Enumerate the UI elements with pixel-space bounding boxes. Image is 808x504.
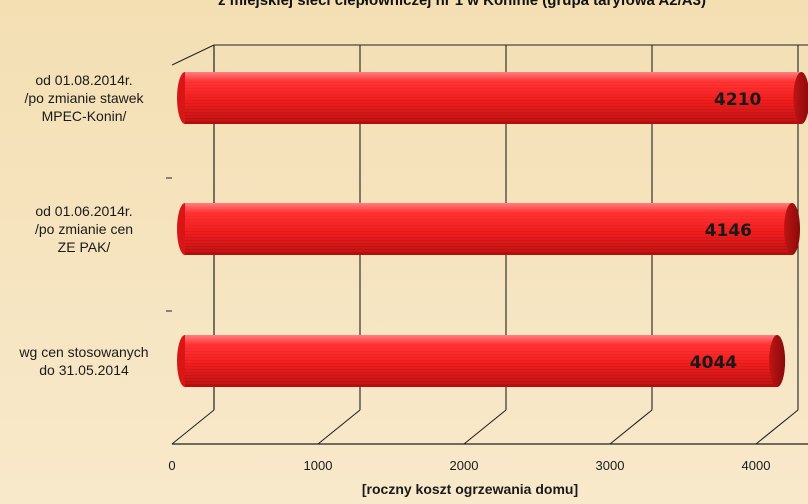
data-label: 4044 xyxy=(690,353,737,373)
bar-end-cap xyxy=(784,203,801,255)
x-tick-label: 3000 xyxy=(596,458,625,473)
gridline-depth xyxy=(463,409,507,445)
gridline-depth xyxy=(755,409,799,445)
bar: 4210 xyxy=(177,72,808,124)
chart-title: z miejskiej sieci ciepłowniczej nr 1 w K… xyxy=(218,0,706,9)
x-tick-label: 0 xyxy=(168,458,175,473)
category-label: wg cen stosowanych do 31.05.2014 xyxy=(18,344,148,378)
gridline-depth xyxy=(317,409,361,445)
x-tick-labels: 0 1000 2000 3000 4000 xyxy=(168,458,770,473)
data-label: 4210 xyxy=(714,90,761,110)
bars: 4210 4146 4044 xyxy=(177,72,808,387)
category-label: od 01.08.2014r./po zmianie stawek MPEC-Ko… xyxy=(24,72,144,124)
bar-end-cap xyxy=(769,335,786,387)
category-labels: od 01.08.2014r./po zmianie stawek MPEC-Ko… xyxy=(18,72,148,378)
bar-body xyxy=(185,72,802,124)
x-tick-label: 2000 xyxy=(450,458,479,473)
category-label: od 01.06.2014r./po zmianie cen ZE PAK/ xyxy=(35,203,133,255)
x-axis-label: [roczny koszt ogrzewania domu] xyxy=(362,481,578,497)
bar-body xyxy=(185,203,793,255)
depth-line xyxy=(171,409,215,445)
gridline-depth xyxy=(609,409,653,445)
x-tick-label: 1000 xyxy=(304,458,333,473)
bar: 4146 xyxy=(177,203,801,255)
x-tick-label: 4000 xyxy=(742,458,771,473)
bar-end-cap xyxy=(793,72,808,124)
bar: 4044 xyxy=(177,335,786,387)
data-label: 4146 xyxy=(705,221,752,241)
depth-line xyxy=(171,44,215,66)
bar-body xyxy=(185,335,778,387)
